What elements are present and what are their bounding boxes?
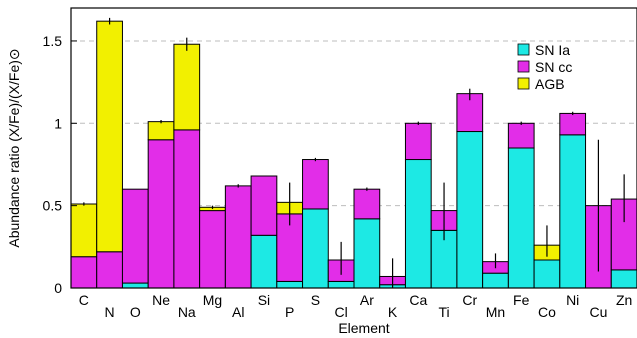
y-tick-label: 1.5 — [43, 33, 63, 49]
bar-sn-cc-mg — [199, 210, 226, 289]
x-tick-label-k: K — [388, 304, 398, 320]
x-tick-label-cr: Cr — [462, 292, 477, 308]
bar-sn-ia-ca — [404, 159, 432, 289]
bar-sn-ia-cl — [327, 280, 355, 289]
x-tick-label-co: Co — [538, 304, 556, 320]
x-tick-label-zn: Zn — [616, 292, 632, 308]
legend: SN Ia SN cc AGB — [517, 42, 572, 92]
bar-sn-ia-zn — [610, 269, 637, 289]
bar-sn-ia-co — [533, 259, 561, 289]
bar-sn-cc-al — [224, 185, 252, 289]
bar-sn-ia-p — [276, 280, 304, 289]
bar-sn-cc-na — [173, 129, 201, 289]
x-tick-label-ni: Ni — [566, 292, 579, 308]
bar-sn-cc-n — [96, 251, 123, 289]
bar-sn-ia-s — [302, 208, 329, 289]
bar-sn-cc-ne — [147, 139, 175, 289]
bar-sn-cc-o — [121, 188, 149, 284]
bar-sn-cc-fe — [507, 122, 535, 149]
bar-agb-ne — [147, 121, 175, 141]
bar-agb-na — [173, 43, 201, 131]
bar-sn-ia-mn — [482, 272, 509, 289]
x-tick-label-p: P — [285, 304, 294, 320]
x-tick-label-ti: Ti — [438, 304, 449, 320]
y-axis-title: Abundance ratio (X/Fe)/(X/Fe)⊙ — [6, 48, 22, 247]
bar-sn-cc-c — [70, 256, 98, 289]
bar-agb-c — [70, 203, 98, 258]
bar-sn-ia-o — [121, 282, 149, 289]
x-tick-label-mg: Mg — [203, 292, 222, 308]
bar-sn-cc-ar — [353, 188, 381, 220]
x-tick-label-ar: Ar — [360, 292, 374, 308]
legend-label-sn-ia: SN Ia — [535, 42, 570, 58]
y-tick-label: 0.5 — [43, 198, 63, 214]
bar-sn-ia-ni — [559, 134, 587, 289]
x-tick-label-fe: Fe — [513, 292, 530, 308]
x-tick-label-mn: Mn — [486, 304, 505, 320]
legend-label-sn-cc: SN cc — [535, 59, 572, 75]
legend-swatch-sn-cc — [517, 60, 530, 73]
bar-sn-cc-ni — [559, 112, 587, 136]
legend-swatch-agb — [517, 77, 530, 90]
x-tick-label-n: N — [105, 304, 115, 320]
bar-sn-ia-fe — [507, 147, 535, 289]
bar-sn-cc-si — [250, 175, 278, 236]
x-tick-label-cl: Cl — [335, 304, 348, 320]
bar-sn-cc-s — [302, 159, 329, 210]
x-tick-label-ca: Ca — [409, 292, 427, 308]
bar-sn-ia-ar — [353, 218, 381, 289]
x-tick-label-al: Al — [232, 304, 244, 320]
error-bar-group — [83, 17, 625, 288]
x-tick-label-na: Na — [178, 304, 196, 320]
x-tick-label-cu: Cu — [589, 304, 607, 320]
x-tick-label-c: C — [79, 292, 89, 308]
x-tick-label-s: S — [311, 292, 320, 308]
y-tick-label: 0 — [54, 280, 62, 296]
x-tick-label-si: Si — [258, 292, 270, 308]
bar-sn-ia-cr — [456, 131, 484, 289]
bar-agb-n — [96, 20, 123, 253]
legend-label-agb: AGB — [535, 76, 565, 92]
x-tick-label-o: O — [130, 304, 141, 320]
y-tick-label: 1 — [54, 115, 62, 131]
x-tick-label-ne: Ne — [152, 292, 170, 308]
bar-sn-ia-si — [250, 234, 278, 289]
x-axis-title: Element — [338, 320, 389, 336]
plot-frame — [70, 7, 637, 289]
bar-sn-cc-ca — [404, 122, 432, 161]
y-axis-ticks: 0 0.5 1 1.5 — [43, 33, 77, 296]
legend-swatch-sn-ia — [517, 43, 530, 56]
x-axis-labels: CN O Ne Na Mg Al Si P S Cl Ar K Ca Ti Cr Mn Fe Co Ni Cu Zn — [79, 292, 633, 320]
